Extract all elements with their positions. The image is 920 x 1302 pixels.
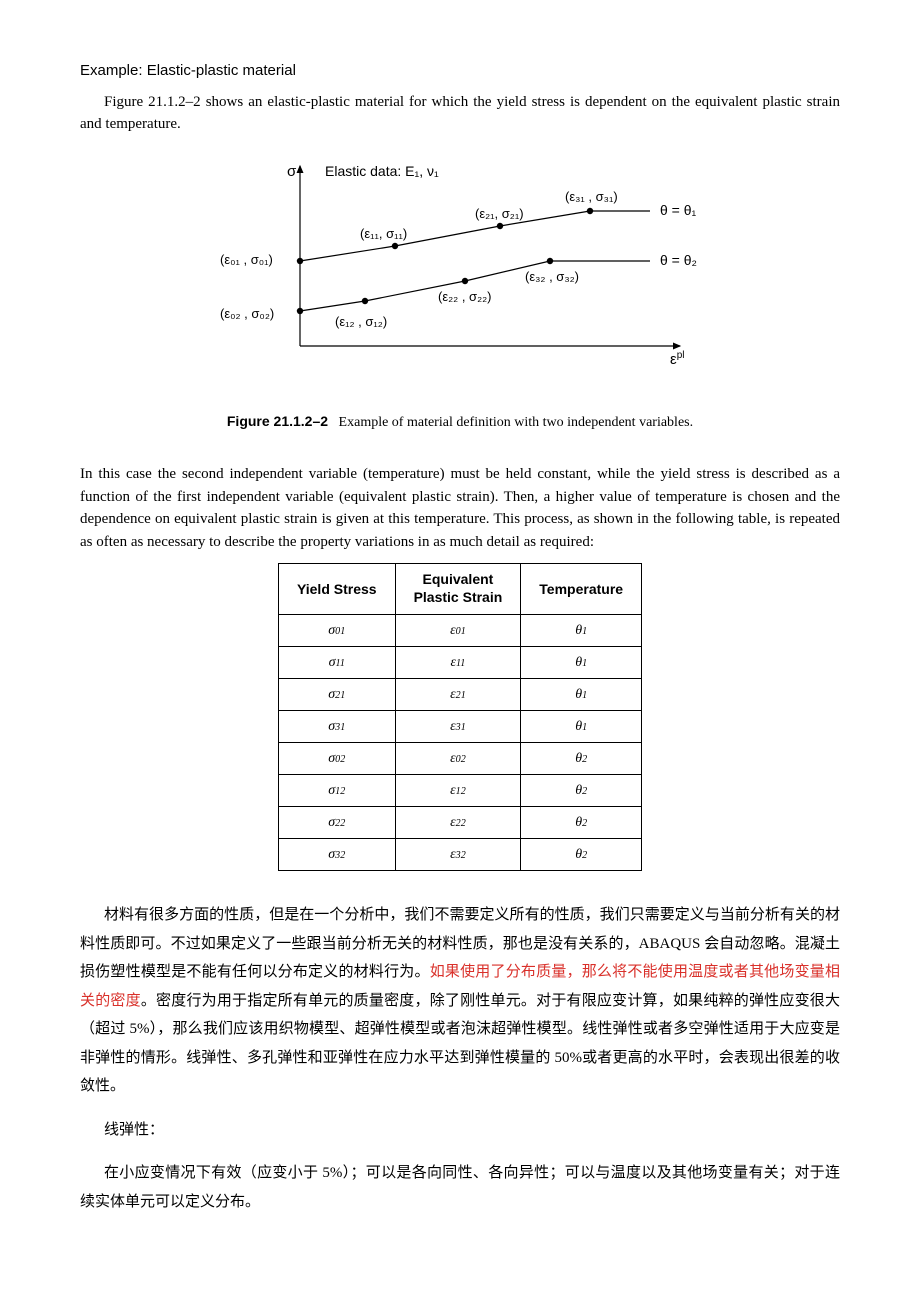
table-cell: ε32: [395, 839, 521, 871]
table-cell: ε21: [395, 679, 521, 711]
table-cell: σ01: [278, 615, 395, 647]
table-cell: ε01: [395, 615, 521, 647]
table-cell: σ31: [278, 711, 395, 743]
table-row: σ01ε01θ1: [278, 615, 641, 647]
pt-e02: (ε₀₂ , σ₀₂): [220, 306, 274, 321]
col-temperature: Temperature: [521, 564, 642, 615]
cjk-heading: 线弹性：: [80, 1116, 840, 1145]
table-cell: ε12: [395, 775, 521, 807]
pt-e22: (ε₂₂ , σ₂₂): [438, 289, 492, 304]
section-title: Example: Elastic-plastic material: [80, 60, 840, 83]
pt-e31: (ε₃₁ , σ₃₁): [565, 189, 618, 204]
pt-e11: (ε₁₁, σ₁₁): [360, 226, 407, 241]
mid-paragraph: In this case the second independent vari…: [80, 463, 840, 553]
pt-e12: (ε₁₂ , σ₁₂): [335, 314, 387, 329]
table-cell: θ2: [521, 807, 642, 839]
theta2-label: θ = θ₂: [660, 252, 697, 268]
material-table: Yield Stress EquivalentPlastic Strain Te…: [278, 563, 642, 871]
theta1-label: θ = θ₁: [660, 202, 697, 218]
axis-eps: εpl: [670, 350, 684, 368]
cjk-p1-b: 。密度行为用于指定所有单元的质量密度，除了刚性单元。对于有限应变计算，如果纯粹的…: [80, 993, 840, 1095]
table-cell: θ2: [521, 775, 642, 807]
axis-sigma: σ: [287, 163, 297, 180]
table-header-row: Yield Stress EquivalentPlastic Strain Te…: [278, 564, 641, 615]
table-cell: θ1: [521, 711, 642, 743]
pt-e21: (ε₂₁, σ₂₁): [475, 206, 524, 221]
table-cell: ε02: [395, 743, 521, 775]
table-cell: θ2: [521, 839, 642, 871]
stress-strain-chart: σ Elastic data: E₁, ν₁ εpl θ = θ₁ θ = θ₂…: [180, 146, 740, 386]
table-row: σ31ε31θ1: [278, 711, 641, 743]
table-row: σ11ε11θ1: [278, 647, 641, 679]
intro-paragraph: Figure 21.1.2–2 shows an elastic-plastic…: [80, 91, 840, 136]
table-cell: σ02: [278, 743, 395, 775]
table-cell: ε22: [395, 807, 521, 839]
pt-e32: (ε₃₂ , σ₃₂): [525, 269, 579, 284]
table-cell: θ1: [521, 615, 642, 647]
table-cell: ε11: [395, 647, 521, 679]
col-equiv-strain: EquivalentPlastic Strain: [395, 564, 521, 615]
figure-chart: σ Elastic data: E₁, ν₁ εpl θ = θ₁ θ = θ₂…: [80, 146, 840, 394]
table-row: σ12ε12θ2: [278, 775, 641, 807]
table-cell: θ2: [521, 743, 642, 775]
table-cell: σ22: [278, 807, 395, 839]
table-row: σ22ε22θ2: [278, 807, 641, 839]
table-row: σ21ε21θ1: [278, 679, 641, 711]
table-cell: σ21: [278, 679, 395, 711]
elastic-data-label: Elastic data: E₁, ν₁: [325, 163, 439, 179]
table-cell: ε31: [395, 711, 521, 743]
col-yield-stress: Yield Stress: [278, 564, 395, 615]
table-row: σ02ε02θ2: [278, 743, 641, 775]
table-cell: θ1: [521, 647, 642, 679]
figure-caption-text: Example of material definition with two …: [339, 415, 694, 430]
cjk-paragraph-2: 在小应变情况下有效（应变小于 5%）；可以是各向同性、各向异性；可以与温度以及其…: [80, 1159, 840, 1216]
table-cell: σ12: [278, 775, 395, 807]
figure-caption-bold: Figure 21.1.2–2: [227, 413, 328, 429]
table-cell: σ11: [278, 647, 395, 679]
cjk-paragraph-1: 材料有很多方面的性质，但是在一个分析中，我们不需要定义所有的性质，我们只需要定义…: [80, 901, 840, 1101]
table-cell: σ32: [278, 839, 395, 871]
table-cell: θ1: [521, 679, 642, 711]
figure-caption: Figure 21.1.2–2 Example of material defi…: [80, 411, 840, 433]
table-row: σ32ε32θ2: [278, 839, 641, 871]
pt-e01: (ε₀₁ , σ₀₁): [220, 252, 273, 267]
